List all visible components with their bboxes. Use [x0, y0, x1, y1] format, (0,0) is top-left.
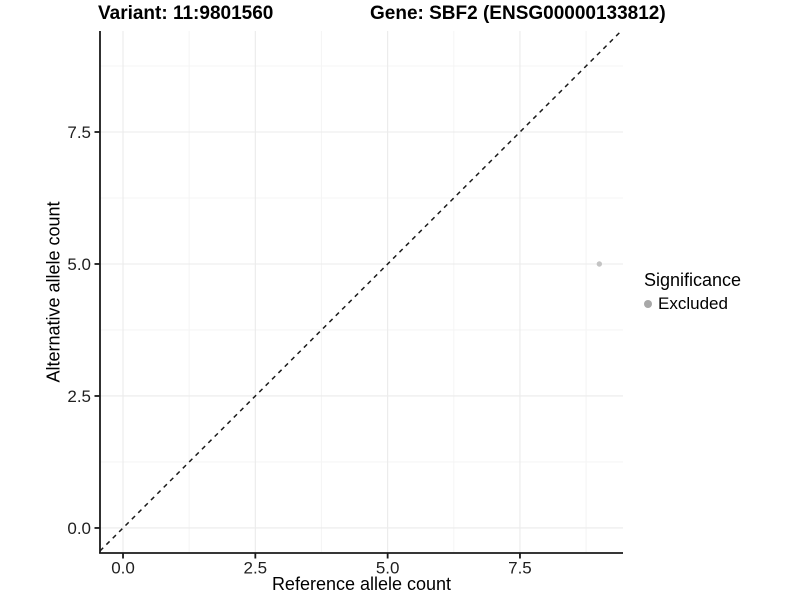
legend-title: Significance [644, 270, 742, 290]
title-gene: Gene: SBF2 (ENSG00000133812) [370, 3, 666, 24]
x-tick-label: 5.0 [376, 559, 400, 578]
y-axis-label: Alternative allele count [43, 201, 64, 383]
legend-item-excluded: Excluded [644, 294, 741, 314]
y-tick-label: 7.5 [67, 123, 91, 142]
y-tick-label: 0.0 [67, 519, 91, 538]
legend-item-label: Excluded [658, 294, 728, 313]
x-tick-label: 2.5 [244, 559, 268, 578]
y-tick-label: 2.5 [67, 387, 91, 406]
data-point [596, 261, 603, 267]
legend-dot-icon [644, 300, 652, 308]
title-variant: Variant: 11:9801560 [98, 3, 274, 24]
x-tick-label: 0.0 [111, 559, 135, 578]
y-tick-label: 5.0 [67, 255, 91, 274]
x-axis-label: Reference allele count [271, 574, 452, 594]
identity-line [99, 30, 622, 552]
legend: Significance Excluded [644, 270, 741, 314]
x-tick-label: 7.5 [508, 559, 532, 578]
